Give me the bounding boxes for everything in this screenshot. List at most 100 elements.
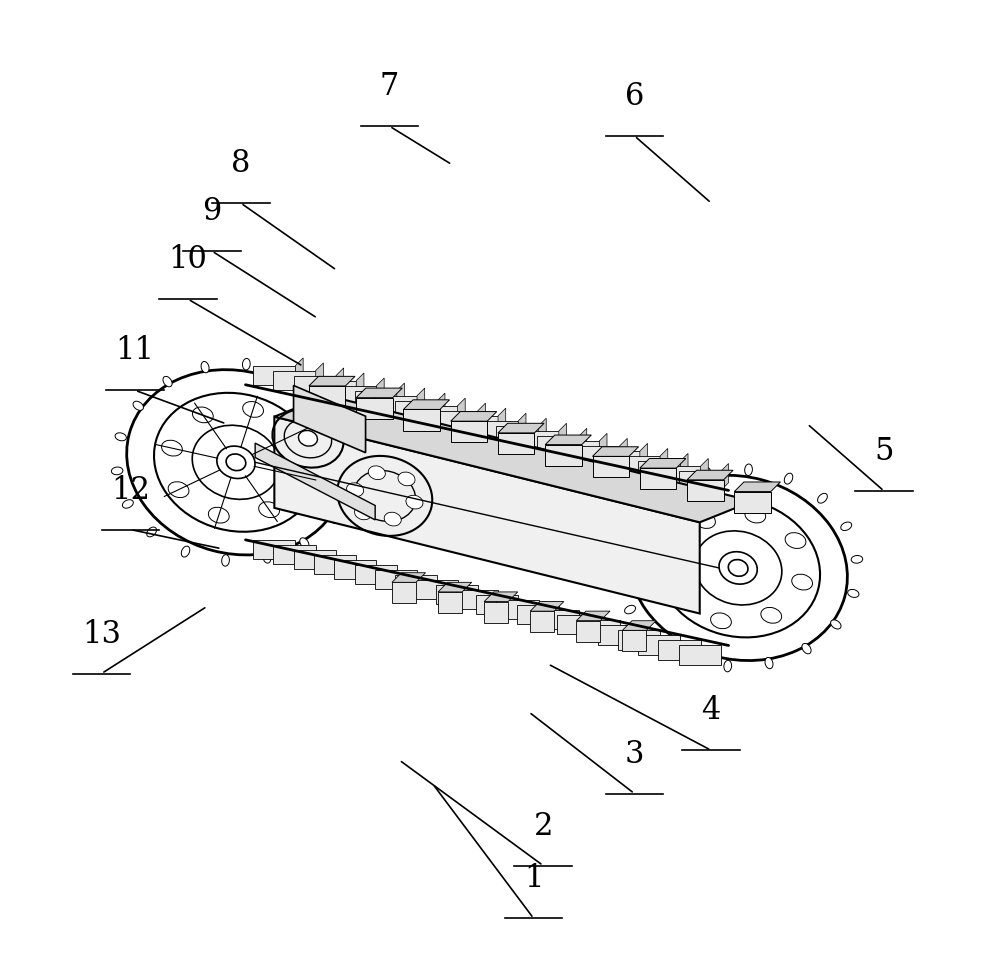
PathPatch shape bbox=[687, 470, 733, 480]
Ellipse shape bbox=[792, 574, 813, 590]
PathPatch shape bbox=[451, 411, 497, 421]
Ellipse shape bbox=[406, 495, 423, 509]
PathPatch shape bbox=[438, 592, 462, 613]
PathPatch shape bbox=[679, 471, 721, 490]
Ellipse shape bbox=[670, 587, 691, 603]
Text: 8: 8 bbox=[231, 148, 250, 179]
PathPatch shape bbox=[734, 491, 771, 512]
Ellipse shape bbox=[300, 537, 309, 548]
PathPatch shape bbox=[539, 418, 546, 445]
Text: 2: 2 bbox=[533, 811, 553, 842]
Ellipse shape bbox=[625, 606, 636, 613]
PathPatch shape bbox=[640, 458, 686, 468]
PathPatch shape bbox=[392, 583, 416, 604]
PathPatch shape bbox=[253, 366, 295, 385]
Ellipse shape bbox=[841, 522, 852, 531]
PathPatch shape bbox=[496, 426, 539, 445]
PathPatch shape bbox=[274, 396, 753, 522]
PathPatch shape bbox=[620, 438, 627, 465]
PathPatch shape bbox=[375, 570, 417, 589]
Ellipse shape bbox=[201, 361, 209, 373]
PathPatch shape bbox=[456, 416, 498, 435]
PathPatch shape bbox=[403, 409, 440, 430]
PathPatch shape bbox=[599, 433, 607, 460]
Ellipse shape bbox=[347, 482, 364, 497]
PathPatch shape bbox=[638, 636, 680, 655]
PathPatch shape bbox=[618, 631, 660, 650]
PathPatch shape bbox=[618, 456, 660, 476]
PathPatch shape bbox=[530, 602, 564, 612]
Ellipse shape bbox=[665, 482, 674, 492]
Ellipse shape bbox=[683, 652, 692, 663]
PathPatch shape bbox=[334, 560, 376, 579]
PathPatch shape bbox=[598, 451, 640, 470]
Ellipse shape bbox=[384, 512, 401, 526]
Ellipse shape bbox=[761, 608, 782, 623]
PathPatch shape bbox=[498, 408, 506, 435]
PathPatch shape bbox=[294, 550, 336, 569]
Ellipse shape bbox=[664, 546, 685, 561]
Ellipse shape bbox=[745, 508, 766, 523]
Ellipse shape bbox=[163, 377, 172, 387]
PathPatch shape bbox=[576, 621, 600, 642]
Text: 12: 12 bbox=[111, 475, 150, 506]
PathPatch shape bbox=[640, 468, 676, 489]
PathPatch shape bbox=[458, 398, 465, 425]
PathPatch shape bbox=[593, 456, 629, 478]
PathPatch shape bbox=[679, 645, 721, 664]
Text: 1: 1 bbox=[524, 864, 543, 895]
PathPatch shape bbox=[436, 411, 478, 430]
Ellipse shape bbox=[133, 402, 143, 410]
PathPatch shape bbox=[557, 441, 599, 460]
Text: 4: 4 bbox=[702, 695, 721, 726]
PathPatch shape bbox=[309, 377, 355, 386]
Ellipse shape bbox=[728, 560, 748, 576]
PathPatch shape bbox=[680, 454, 688, 481]
Ellipse shape bbox=[162, 440, 182, 456]
PathPatch shape bbox=[496, 600, 539, 619]
PathPatch shape bbox=[537, 436, 579, 455]
Ellipse shape bbox=[802, 643, 811, 654]
Ellipse shape bbox=[649, 633, 659, 642]
PathPatch shape bbox=[294, 376, 336, 395]
PathPatch shape bbox=[638, 461, 680, 481]
Text: 13: 13 bbox=[82, 618, 121, 649]
Ellipse shape bbox=[315, 388, 325, 398]
Ellipse shape bbox=[115, 432, 126, 441]
PathPatch shape bbox=[355, 565, 397, 585]
PathPatch shape bbox=[356, 388, 402, 398]
PathPatch shape bbox=[334, 385, 376, 404]
PathPatch shape bbox=[403, 400, 450, 409]
PathPatch shape bbox=[395, 401, 437, 420]
PathPatch shape bbox=[476, 595, 518, 614]
PathPatch shape bbox=[660, 449, 668, 476]
Ellipse shape bbox=[349, 450, 360, 457]
PathPatch shape bbox=[518, 413, 526, 440]
Ellipse shape bbox=[614, 573, 625, 581]
PathPatch shape bbox=[545, 445, 582, 466]
Ellipse shape bbox=[617, 538, 629, 546]
PathPatch shape bbox=[559, 424, 566, 450]
Ellipse shape bbox=[703, 467, 711, 479]
Ellipse shape bbox=[345, 483, 357, 492]
Ellipse shape bbox=[784, 473, 793, 484]
Ellipse shape bbox=[695, 512, 715, 529]
PathPatch shape bbox=[437, 393, 445, 420]
Ellipse shape bbox=[339, 416, 349, 425]
PathPatch shape bbox=[273, 545, 316, 564]
PathPatch shape bbox=[498, 433, 534, 454]
Text: 3: 3 bbox=[625, 739, 644, 769]
PathPatch shape bbox=[517, 430, 559, 450]
Ellipse shape bbox=[282, 368, 291, 378]
Ellipse shape bbox=[328, 514, 339, 523]
Ellipse shape bbox=[831, 620, 841, 629]
PathPatch shape bbox=[687, 480, 724, 501]
PathPatch shape bbox=[255, 443, 375, 520]
Ellipse shape bbox=[785, 533, 806, 549]
Ellipse shape bbox=[208, 508, 229, 523]
Ellipse shape bbox=[298, 430, 317, 446]
PathPatch shape bbox=[376, 378, 384, 404]
PathPatch shape bbox=[701, 458, 708, 485]
PathPatch shape bbox=[456, 590, 498, 610]
Ellipse shape bbox=[192, 407, 213, 423]
